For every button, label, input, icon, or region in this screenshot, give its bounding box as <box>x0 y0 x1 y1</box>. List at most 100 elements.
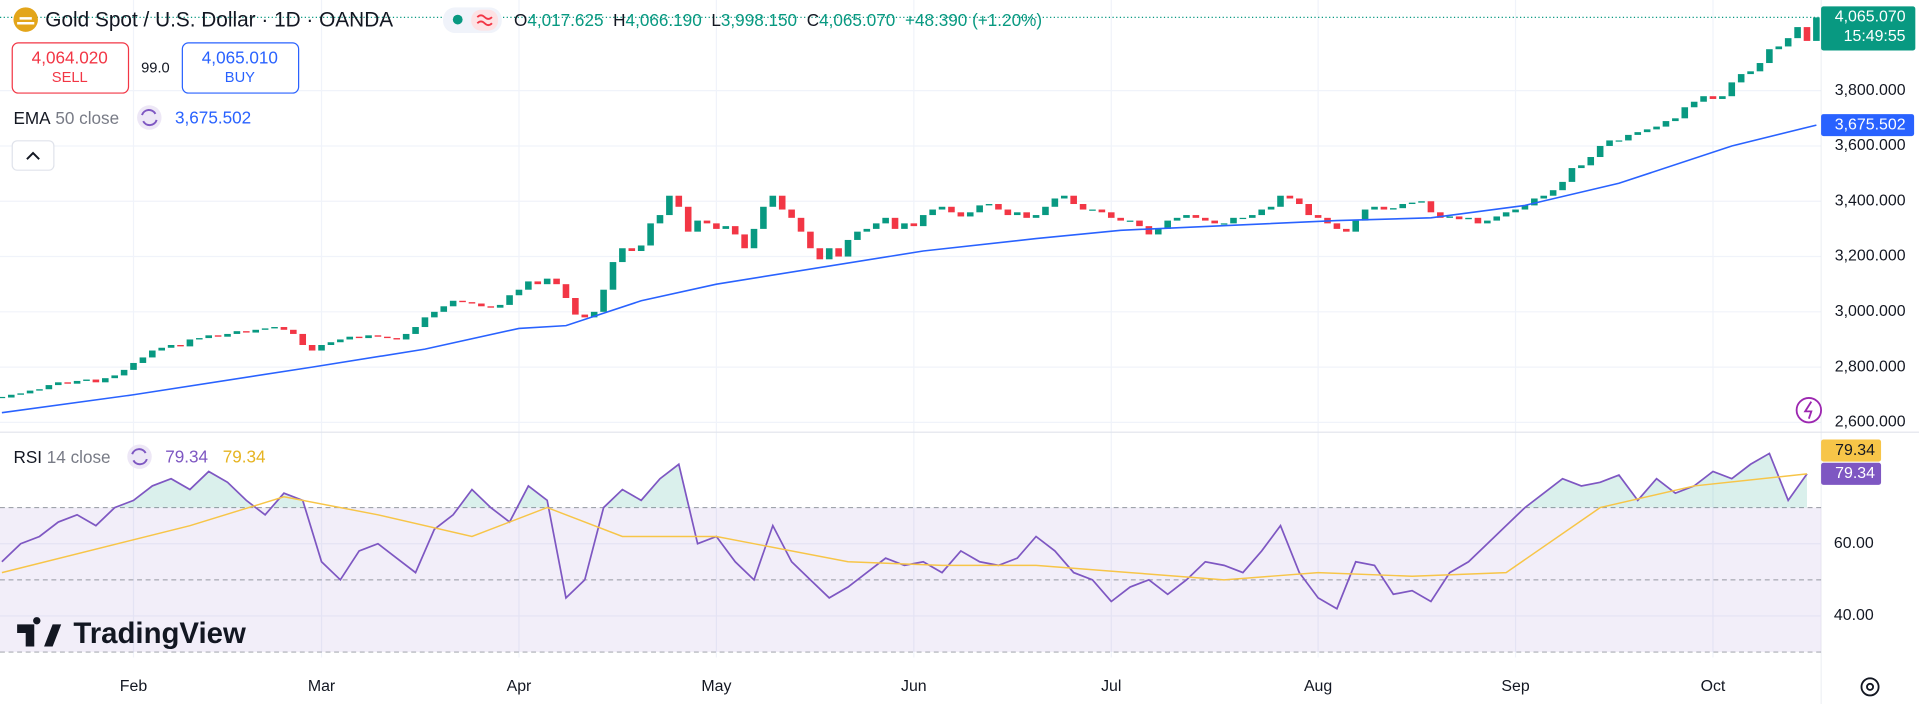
x-tick-label: Oct <box>1701 678 1726 695</box>
sell-label: SELL <box>52 70 88 86</box>
rsi-ma-line <box>1 473 1808 581</box>
candle <box>1183 215 1190 218</box>
candle <box>421 317 429 328</box>
candle <box>1267 206 1275 210</box>
candle <box>1314 215 1322 218</box>
candle <box>816 248 824 260</box>
candle <box>412 327 419 334</box>
ohlc: O4,017.625 H4,066.190 L3,998.150 C4,065.… <box>514 9 1042 29</box>
candle <box>854 231 861 240</box>
rsi-icon[interactable] <box>127 444 152 469</box>
candle <box>619 248 626 263</box>
candle <box>1700 96 1707 102</box>
rsi-params: 14 close <box>47 446 111 466</box>
candle <box>562 284 570 299</box>
candle <box>1361 209 1369 221</box>
ohlc-value: 4,017.625 <box>527 9 603 29</box>
candle <box>196 338 203 340</box>
candle <box>901 223 908 229</box>
candle <box>722 226 730 229</box>
candle <box>308 344 316 351</box>
candle <box>1662 121 1670 127</box>
candle <box>214 335 222 337</box>
collapse-button[interactable] <box>11 140 55 171</box>
x-tick-label: Jun <box>901 678 927 695</box>
candle <box>957 212 965 217</box>
candle <box>1249 215 1256 218</box>
candle <box>205 335 213 339</box>
candle <box>600 289 607 312</box>
candle <box>111 375 118 379</box>
rsi-badge <box>1821 439 1882 462</box>
candle <box>515 289 523 296</box>
candle <box>402 333 410 340</box>
ema-legend[interactable]: EMA 50 close <box>13 107 119 127</box>
candle <box>637 245 645 252</box>
buy-button[interactable] <box>181 42 300 94</box>
candle <box>1220 223 1228 225</box>
settings-icon-center <box>1866 682 1875 691</box>
candle <box>139 357 147 363</box>
candle <box>1794 27 1801 39</box>
candle <box>891 217 899 229</box>
candle <box>318 344 325 351</box>
ohlc-value: 4,065.070 <box>819 9 895 29</box>
ohlc-label: H <box>613 9 625 29</box>
candle <box>1775 46 1783 50</box>
candle <box>882 217 889 224</box>
candle <box>1502 212 1510 217</box>
candle <box>844 239 852 257</box>
candle <box>590 311 598 318</box>
candle <box>1587 157 1595 166</box>
settings-icon[interactable] <box>1860 677 1880 697</box>
candle <box>149 350 156 358</box>
candle <box>948 206 955 213</box>
candle <box>1239 217 1247 220</box>
candle <box>1333 223 1341 229</box>
candle <box>1380 206 1388 210</box>
candle <box>1484 220 1491 224</box>
ema-icon[interactable] <box>137 105 162 130</box>
ema-badge <box>1821 114 1915 137</box>
candle <box>1201 217 1209 221</box>
candle <box>1352 220 1360 232</box>
candle <box>1390 208 1397 210</box>
candle <box>92 379 100 383</box>
rsi-ma-value: 79.34 <box>223 446 266 466</box>
candle <box>468 302 476 304</box>
sell-button[interactable] <box>11 42 130 94</box>
candle <box>835 248 842 257</box>
candle <box>1625 134 1632 141</box>
candle <box>1154 228 1162 235</box>
candle <box>102 378 109 383</box>
candle <box>1192 215 1200 218</box>
x-tick-label: May <box>701 678 731 695</box>
x-tick-label: Feb <box>120 678 148 695</box>
rsi-legend[interactable]: RSI 14 close <box>13 446 110 466</box>
x-tick-label: Sep <box>1501 678 1529 695</box>
candle <box>374 335 382 337</box>
candle <box>788 209 795 218</box>
candle <box>807 231 814 249</box>
candle <box>1634 132 1642 135</box>
candle <box>1211 220 1218 224</box>
candle <box>778 195 786 210</box>
candle <box>1728 82 1736 97</box>
candle <box>355 336 363 339</box>
rsi-name: RSI <box>13 446 42 466</box>
candle <box>1230 217 1237 224</box>
alert-icon[interactable] <box>1795 396 1823 424</box>
logo-text[interactable]: TradingView <box>73 617 246 650</box>
rsi-badge-label: 79.34 <box>1835 465 1875 482</box>
candle <box>346 336 354 340</box>
candle <box>995 204 1002 210</box>
y-tick-label: 3,200.000 <box>1835 248 1906 265</box>
candle <box>440 306 448 312</box>
symbol-title[interactable]: Gold Spot / U.S. Dollar · 1D · OANDA <box>45 8 393 31</box>
candle <box>1512 209 1519 213</box>
candle <box>1474 217 1482 224</box>
candle <box>750 228 758 249</box>
candle <box>703 220 711 224</box>
candle <box>581 314 589 318</box>
